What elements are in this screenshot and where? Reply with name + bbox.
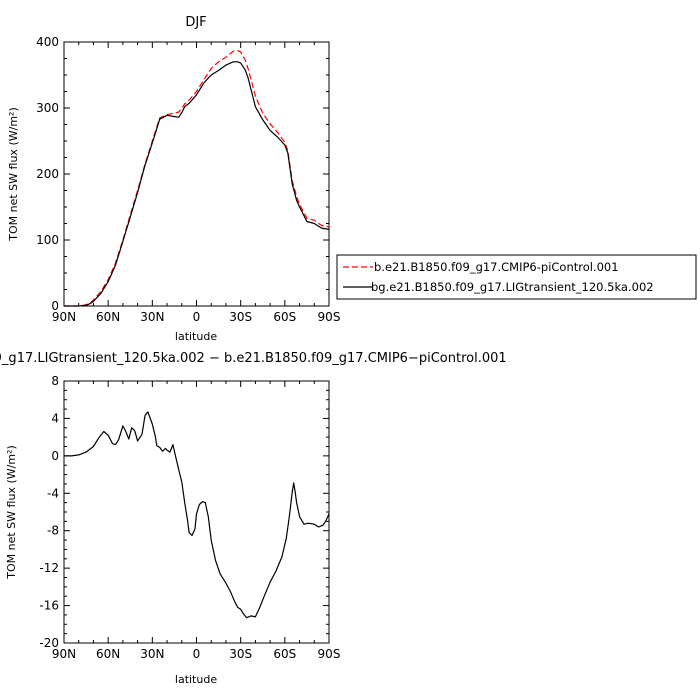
bottom-y-tick-label: -8 <box>47 524 59 538</box>
legend-box <box>336 254 697 300</box>
bottom-y-tick-label: -12 <box>39 561 59 575</box>
bottom-x-tick-label: 30S <box>229 647 252 661</box>
legend-entry-ligtransient: bg.e21.B1850.f09_g17.LIGtransient_120.5k… <box>371 280 654 294</box>
top-x-tick-label: 90N <box>52 310 76 324</box>
top-panel: DJF 90N 60N 30N 0 30S 60S 90S 0 100 200 300 400 lat… <box>7 15 340 343</box>
bottom-y-tick-label: -16 <box>39 599 59 613</box>
bottom-tick-labels: 90N 60N 30N 0 30S 60S 90S -20 -16 -12 -8 -4 0 4 8 <box>39 374 340 661</box>
top-x-axis-label: latitude <box>175 330 217 343</box>
top-series-line-1 <box>64 61 330 307</box>
top-y-axis-label: TOM net SW flux (W/m²) <box>7 107 20 241</box>
bottom-y-tick-label: -20 <box>39 636 59 650</box>
top-tick-labels: 90N 60N 30N 0 30S 60S 90S 0 100 200 300 400 <box>36 35 340 324</box>
bottom-x-tick-label: 0 <box>193 647 201 661</box>
top-y-tick-label: 400 <box>36 35 59 49</box>
bottom-y-tick-label: 4 <box>51 411 59 425</box>
bottom-x-tick-label: 30N <box>140 647 164 661</box>
bottom-axis-ticks <box>63 380 330 644</box>
bottom-series-line-0 <box>64 411 330 619</box>
bottom-y-tick-label: 8 <box>51 374 59 388</box>
bottom-chart-title: bg.e21.B1850.f09_g17.LIGtransient_120.5k… <box>0 351 507 366</box>
top-axis-ticks <box>63 41 330 307</box>
top-plot-frame <box>63 41 330 307</box>
top-y-tick-label: 100 <box>36 233 59 247</box>
top-x-tick-label: 60S <box>273 310 296 324</box>
bottom-y-axis-label: TOM net SW flux (W/m²) <box>5 445 18 579</box>
bottom-series-lines <box>64 411 330 619</box>
bottom-x-tick-label: 90N <box>52 647 76 661</box>
top-x-tick-label: 0 <box>193 310 201 324</box>
bottom-x-tick-label: 60S <box>273 647 296 661</box>
top-y-tick-label: 200 <box>36 167 59 181</box>
top-series-lines <box>64 49 330 307</box>
bottom-panel: bg.e21.B1850.f09_g17.LIGtransient_120.5k… <box>0 351 507 686</box>
bottom-x-tick-label: 60N <box>96 647 120 661</box>
top-y-tick-label: 300 <box>36 101 59 115</box>
top-series-line-0 <box>64 49 330 307</box>
legend: b.e21.B1850.f09_g17.CMIP6-piControl.001 … <box>336 254 697 300</box>
top-x-tick-label: 30N <box>140 310 164 324</box>
top-x-tick-label: 90S <box>318 310 341 324</box>
top-x-tick-label: 30S <box>229 310 252 324</box>
bottom-y-tick-label: 0 <box>51 449 59 463</box>
legend-entry-picontrol: b.e21.B1850.f09_g17.CMIP6-piControl.001 <box>374 260 619 274</box>
bottom-y-tick-label: -4 <box>47 486 59 500</box>
top-y-tick-label: 0 <box>51 299 59 313</box>
bottom-x-tick-label: 90S <box>318 647 341 661</box>
top-chart-title: DJF <box>185 15 206 30</box>
bottom-x-axis-label: latitude <box>175 673 217 686</box>
top-x-tick-label: 60N <box>96 310 120 324</box>
